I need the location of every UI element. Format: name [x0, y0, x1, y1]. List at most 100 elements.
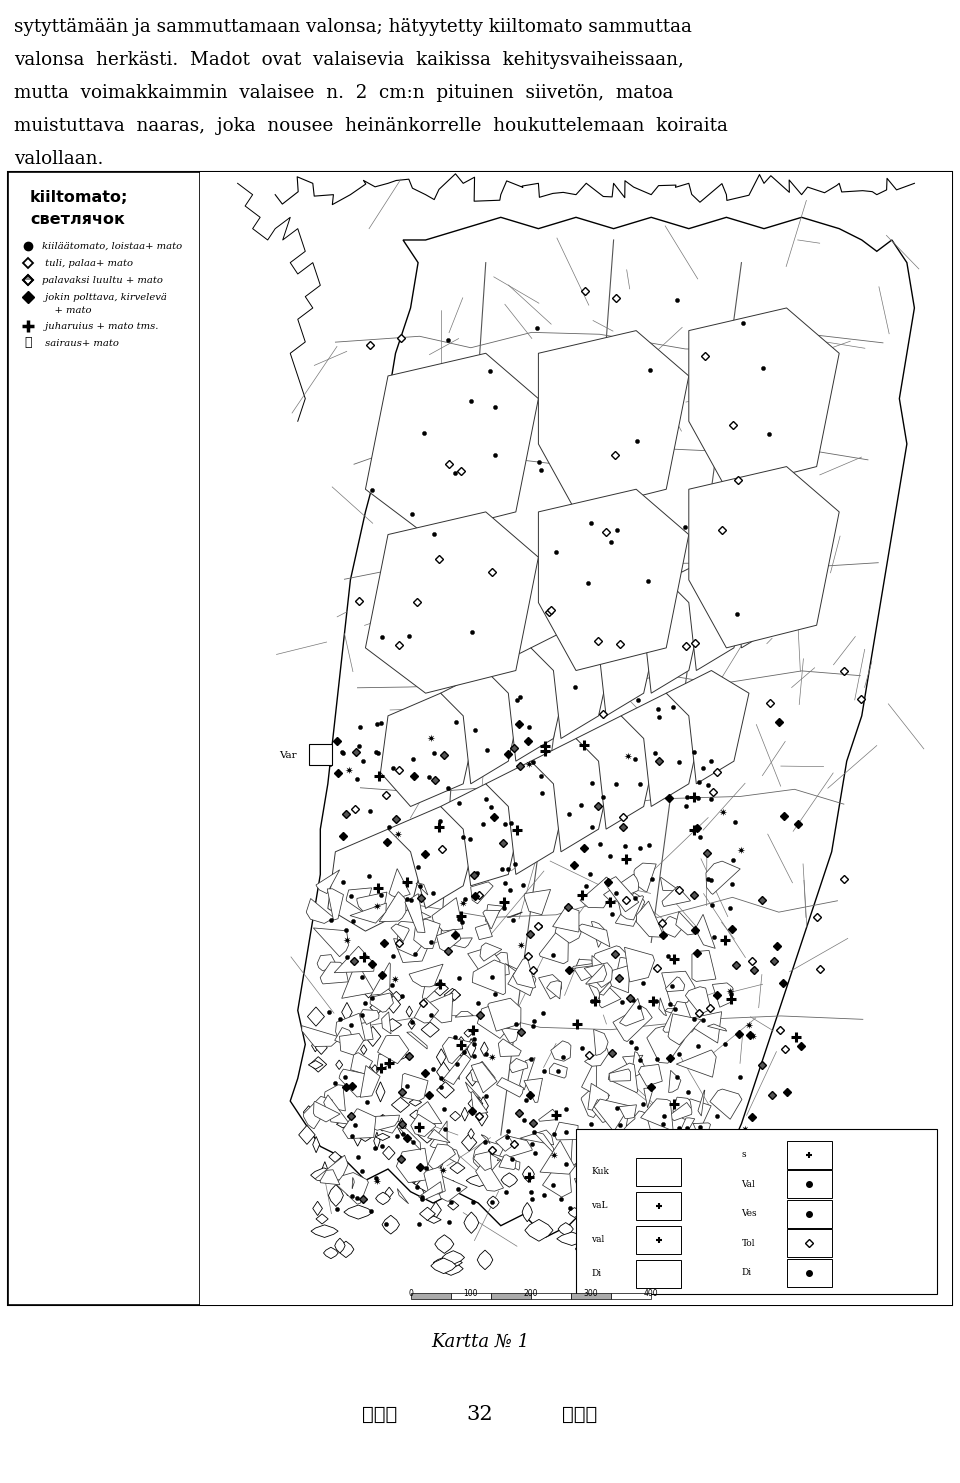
- Polygon shape: [504, 1011, 521, 1032]
- Polygon shape: [408, 1019, 415, 1029]
- Polygon shape: [336, 1121, 349, 1129]
- Bar: [576, 1130, 937, 1293]
- Text: 0: 0: [408, 1289, 413, 1298]
- Polygon shape: [577, 1229, 602, 1240]
- Polygon shape: [666, 670, 749, 785]
- Polygon shape: [626, 1106, 635, 1126]
- Polygon shape: [431, 1258, 456, 1274]
- Polygon shape: [636, 1172, 646, 1189]
- Text: kiiläätomato, loistaa+ mato: kiiläätomato, loistaa+ mato: [42, 242, 182, 251]
- Polygon shape: [383, 1146, 395, 1160]
- Polygon shape: [524, 890, 551, 915]
- Text: ✷: ✷: [426, 734, 435, 744]
- Polygon shape: [586, 964, 607, 985]
- Polygon shape: [428, 1143, 455, 1170]
- Polygon shape: [377, 1035, 409, 1063]
- Polygon shape: [342, 1003, 352, 1022]
- Polygon shape: [501, 1173, 517, 1188]
- Text: Di: Di: [741, 1268, 752, 1277]
- Polygon shape: [363, 988, 373, 998]
- Text: ✷: ✷: [439, 1166, 447, 1176]
- Polygon shape: [370, 1001, 384, 1014]
- Polygon shape: [542, 1166, 571, 1197]
- Polygon shape: [419, 1182, 443, 1200]
- Polygon shape: [698, 1090, 705, 1117]
- Polygon shape: [409, 1175, 423, 1185]
- Polygon shape: [592, 946, 632, 976]
- Polygon shape: [553, 906, 579, 931]
- Polygon shape: [572, 962, 600, 968]
- Polygon shape: [335, 1028, 351, 1044]
- Polygon shape: [495, 1134, 514, 1151]
- Polygon shape: [575, 960, 603, 980]
- Polygon shape: [430, 1121, 447, 1148]
- Polygon shape: [391, 1043, 407, 1054]
- Polygon shape: [519, 1057, 535, 1090]
- Polygon shape: [464, 1029, 472, 1037]
- Bar: [309, 744, 331, 765]
- Polygon shape: [470, 1062, 495, 1084]
- Text: ✷: ✷: [516, 942, 525, 951]
- Polygon shape: [580, 876, 615, 908]
- Polygon shape: [576, 716, 659, 829]
- Polygon shape: [676, 912, 699, 934]
- Polygon shape: [363, 1121, 371, 1130]
- Polygon shape: [668, 1071, 681, 1093]
- Polygon shape: [371, 1065, 379, 1075]
- Polygon shape: [358, 1132, 372, 1142]
- Polygon shape: [389, 869, 410, 897]
- Polygon shape: [468, 1129, 474, 1139]
- Polygon shape: [344, 1206, 372, 1219]
- Polygon shape: [25, 280, 31, 285]
- Polygon shape: [388, 807, 478, 909]
- Text: ✷: ✷: [744, 1020, 753, 1031]
- Text: ✷: ✷: [391, 976, 399, 985]
- Polygon shape: [340, 1034, 364, 1054]
- Polygon shape: [674, 1118, 695, 1149]
- Polygon shape: [373, 1115, 391, 1132]
- Polygon shape: [329, 1151, 341, 1163]
- Polygon shape: [311, 1225, 338, 1237]
- Polygon shape: [513, 958, 536, 988]
- Text: muistuttava  naaras,  joka  nousee  heinänkorrelle  houkuttelemaan  koiraita: muistuttava naaras, joka nousee heinänko…: [14, 117, 728, 135]
- Polygon shape: [510, 1059, 528, 1072]
- Polygon shape: [308, 1060, 323, 1069]
- Polygon shape: [327, 888, 344, 919]
- Polygon shape: [588, 985, 599, 1001]
- Polygon shape: [385, 1188, 394, 1198]
- Polygon shape: [612, 1005, 652, 1041]
- Polygon shape: [497, 1136, 532, 1161]
- Polygon shape: [301, 1026, 341, 1047]
- Polygon shape: [519, 1130, 554, 1145]
- Polygon shape: [609, 1063, 637, 1093]
- Bar: [786, 1229, 831, 1258]
- Text: Ves: Ves: [741, 1209, 757, 1219]
- Text: 200: 200: [523, 1289, 539, 1298]
- Polygon shape: [390, 991, 402, 1004]
- Text: val: val: [591, 1235, 604, 1244]
- Polygon shape: [303, 1096, 332, 1129]
- Text: 400: 400: [644, 1289, 659, 1298]
- Polygon shape: [336, 1060, 343, 1069]
- Text: valonsa  herkästi.  Madot  ovat  valaisevia  kaikissa  kehitysvaiheissaan,: valonsa herkästi. Madot ovat valaisevia …: [14, 50, 684, 70]
- Polygon shape: [374, 1115, 391, 1127]
- Polygon shape: [464, 1212, 479, 1234]
- Polygon shape: [468, 948, 500, 979]
- Polygon shape: [361, 1046, 367, 1054]
- Polygon shape: [444, 988, 461, 1001]
- Polygon shape: [640, 1099, 673, 1132]
- Text: s: s: [741, 1151, 746, 1160]
- Polygon shape: [475, 924, 492, 940]
- Polygon shape: [450, 1111, 461, 1121]
- Polygon shape: [676, 1050, 716, 1077]
- Polygon shape: [609, 1137, 638, 1163]
- Polygon shape: [554, 1123, 578, 1140]
- Polygon shape: [688, 467, 839, 648]
- Polygon shape: [449, 989, 460, 1001]
- Polygon shape: [555, 921, 581, 943]
- Polygon shape: [417, 970, 438, 982]
- Polygon shape: [604, 873, 638, 902]
- Polygon shape: [575, 1243, 590, 1256]
- Polygon shape: [693, 1123, 710, 1148]
- Polygon shape: [422, 1180, 431, 1198]
